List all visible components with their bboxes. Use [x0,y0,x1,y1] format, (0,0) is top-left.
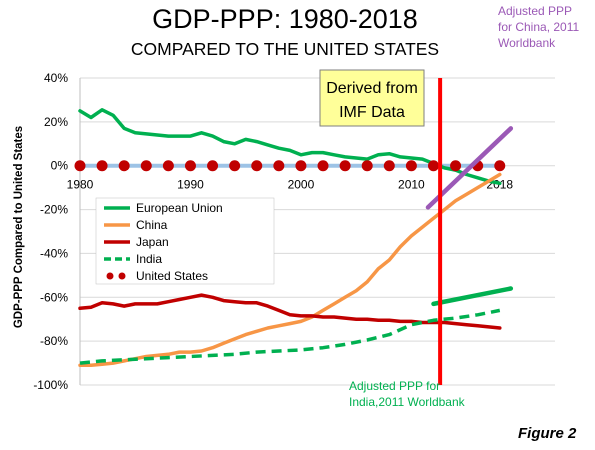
y-tick-label: -60% [40,290,68,304]
chart-title: GDP-PPP: 1980-2018 [152,4,418,34]
x-tick-label: 1990 [177,178,204,192]
source-box: Derived from IMF Data [319,69,425,127]
y-tick-label: -40% [40,246,68,260]
china-note-line-2: for China, 2011 [498,20,579,34]
series-point-united-states [383,160,395,172]
series-point-united-states [251,160,263,172]
series-line-china [78,172,502,368]
india-note: Adjusted PPP for India,2011 Worldbank [349,379,466,409]
series-point-united-states [96,160,108,172]
india-note-line-1: Adjusted PPP for [349,379,440,393]
legend-label-india: India [136,252,162,266]
series-point-united-states [494,160,506,172]
x-tick-label: 2000 [288,178,315,192]
legend-key-united-states [106,272,114,280]
china-note: Adjusted PPP for China, 2011 Worldbank [498,4,579,50]
adjusted-line-adjusted-ppp-for-india-2011-worldbank [431,286,514,307]
y-tick-label: 0% [51,159,69,173]
y-tick-labels: 40% 20% 0% -20% -40% -60% -80% -100% [33,71,68,392]
figure-label: Figure 2 [518,425,577,442]
y-tick-label: -20% [40,203,68,217]
china-note-line-1: Adjusted PPP [498,4,572,18]
legend-key-united-states [118,272,126,280]
x-tick-label: 1980 [67,178,94,192]
china-note-line-3: Worldbank [498,36,556,50]
y-tick-label: -100% [33,378,68,392]
series-point-united-states [118,160,130,172]
series-point-united-states [273,160,285,172]
y-tick-label: -80% [40,334,68,348]
series-point-united-states [184,160,196,172]
series-point-united-states [427,160,439,172]
series-point-united-states [405,160,417,172]
legend-label-european-union: European Union [136,201,223,215]
series-layer [74,108,506,368]
source-box-line-1: Derived from [326,80,418,97]
legend: European Union China Japan India United … [95,197,275,285]
x-tick-label: 2010 [398,178,425,192]
series-point-united-states [140,160,152,172]
y-tick-label: 40% [44,71,68,85]
series-point-united-states [162,160,174,172]
chart-subtitle: COMPARED TO THE UNITED STATES [131,39,439,59]
series-point-united-states [339,160,351,172]
series-point-united-states [74,160,86,172]
india-note-line-2: India,2011 Worldbank [349,395,466,409]
series-point-united-states [317,160,329,172]
series-point-united-states [295,160,307,172]
legend-label-china: China [136,218,168,232]
y-tick-label: 20% [44,115,68,129]
legend-label-japan: Japan [136,235,169,249]
series-point-united-states [450,160,462,172]
series-point-united-states [229,160,241,172]
y-axis-label: GDP-PPP Compared to United States [13,126,25,328]
legend-label-united-states: United States [136,269,208,283]
series-line-india [79,308,501,365]
source-box-frame [319,69,425,127]
series-point-united-states [207,160,219,172]
legend-keys [104,206,130,280]
source-box-line-2: IMF Data [339,104,405,121]
series-point-united-states [361,160,373,172]
